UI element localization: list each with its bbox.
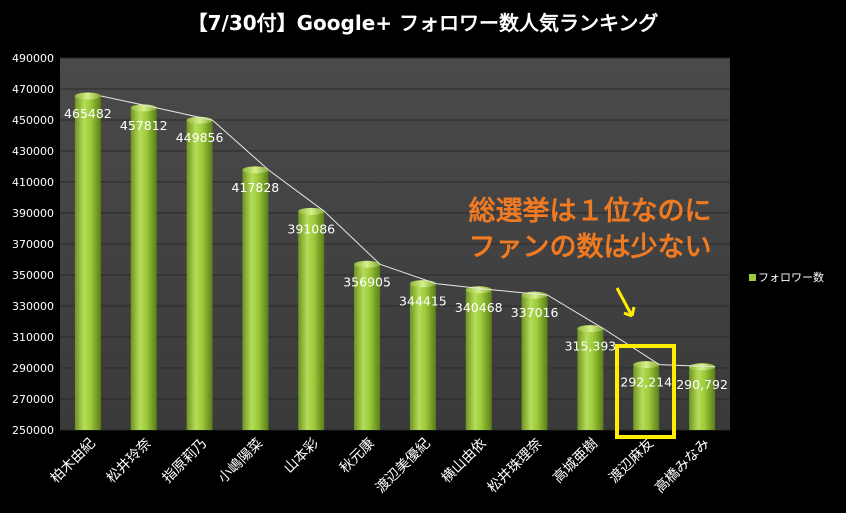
bar: [74, 92, 101, 430]
annotation-line-1: 総選挙は１位なのに: [469, 195, 712, 227]
legend-label: フォロワー数: [758, 271, 824, 284]
annotation-line-2: ファンの数は少ない: [469, 232, 712, 263]
bar-body: [354, 264, 381, 430]
bar: [577, 325, 604, 430]
data-label: 391086: [287, 221, 335, 236]
legend: フォロワー数: [749, 271, 824, 284]
bar: [130, 104, 157, 430]
bars: [74, 92, 716, 431]
data-label: 356905: [343, 274, 391, 289]
y-axis-ticks: 250000 270000 290000 310000 330000 350000 3700…: [12, 52, 54, 437]
y-tick-label: 490000: [12, 52, 54, 65]
x-tick-label: 小嶋陽菜: [215, 436, 266, 487]
y-tick-label: 250000: [12, 424, 54, 437]
gridlines: [60, 57, 730, 431]
y-tick-label: 350000: [12, 269, 54, 282]
x-tick-label: 指原莉乃: [160, 436, 211, 487]
arrow-icon: [615, 287, 636, 318]
data-label: 290,792: [676, 377, 728, 392]
y-tick-label: 470000: [12, 83, 54, 96]
y-tick-label: 270000: [12, 393, 54, 406]
bar: [354, 260, 381, 430]
y-tick-label: 430000: [12, 145, 54, 158]
bar-body: [633, 364, 660, 430]
x-tick-label: 山本彩: [281, 436, 322, 477]
bar-body: [521, 295, 548, 430]
bar-cap: [242, 166, 269, 174]
y-tick-label: 290000: [12, 362, 54, 375]
x-tick-label: 横山由依: [439, 436, 490, 487]
x-tick-label: 柏木由紀: [48, 436, 99, 487]
data-label: 344415: [399, 294, 447, 309]
x-tick-label: 渡辺美優紀: [373, 436, 434, 497]
x-tick-label: 渡辺麻友: [606, 436, 657, 487]
bar-cap: [298, 207, 325, 215]
bar: [186, 116, 213, 430]
bar-body: [74, 96, 101, 430]
bar-body: [242, 169, 269, 431]
bar-cap: [633, 361, 660, 369]
legend-swatch: [749, 274, 756, 281]
bar-cap: [354, 260, 381, 268]
data-labels: 465482 457812 449856 417828 391086 356905 3444…: [64, 106, 728, 392]
y-tick-label: 390000: [12, 207, 54, 220]
x-tick-label: 松井珠理奈: [485, 436, 546, 497]
bar-cap: [74, 92, 101, 100]
data-label: 465482: [64, 106, 112, 121]
bar-cap: [689, 363, 716, 371]
bar-body: [298, 211, 325, 430]
bar: [409, 280, 436, 430]
data-label: 457812: [120, 118, 168, 133]
bar: [521, 291, 548, 430]
bar-body: [689, 366, 716, 430]
bar-cap: [409, 280, 436, 288]
bar-body: [577, 328, 604, 430]
y-tick-label: 330000: [12, 300, 54, 313]
bar-body: [409, 283, 436, 430]
bar: [242, 166, 269, 431]
trend-polyline: [100, 95, 716, 368]
y-tick-label: 410000: [12, 176, 54, 189]
trend-line: [100, 95, 716, 368]
chart-title: 【7/30付】Google+ フォロワー数人気ランキング: [188, 11, 659, 35]
bar: [298, 207, 325, 430]
data-label: 315,393: [565, 339, 617, 354]
bar-body: [465, 289, 492, 430]
x-tick-label: 秋元康: [336, 435, 378, 477]
bar-body: [130, 107, 157, 430]
x-tick-label: 松井玲奈: [104, 436, 155, 487]
bar-cap: [577, 325, 604, 333]
y-tick-label: 310000: [12, 331, 54, 344]
highlight-box: [615, 344, 676, 439]
bar-body: [186, 120, 213, 430]
y-tick-label: 450000: [12, 114, 54, 127]
data-label: 340468: [455, 300, 503, 315]
bar: [633, 361, 660, 430]
x-tick-label: 高城亜樹: [550, 435, 602, 487]
data-label: 337016: [511, 305, 559, 320]
bar: [689, 363, 716, 430]
data-label: 417828: [232, 180, 280, 195]
data-label: 292,214: [620, 375, 672, 390]
y-tick-label: 370000: [12, 238, 54, 251]
data-label: 449856: [176, 130, 224, 145]
x-tick-label: 高橋みなみ: [651, 435, 713, 497]
